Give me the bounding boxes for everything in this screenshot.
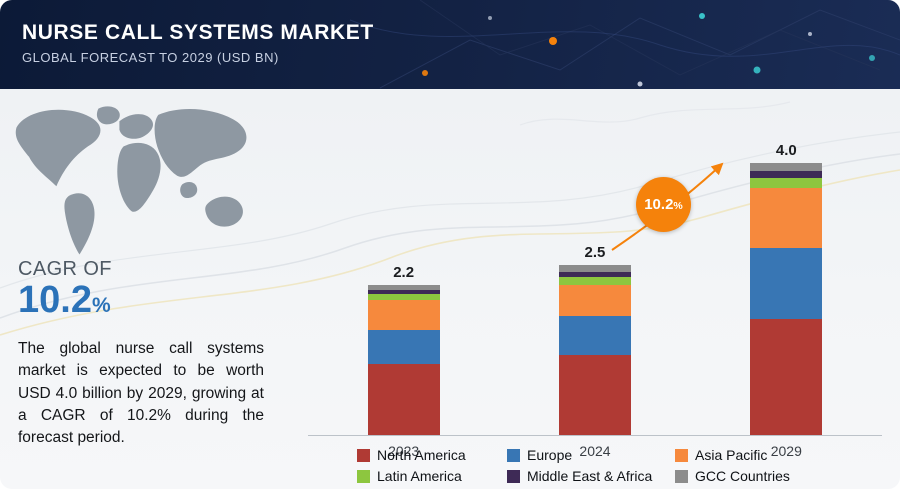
- legend-swatch-gcc-countries: [675, 469, 688, 483]
- legend-label-gcc-countries: GCC Countries: [695, 468, 790, 484]
- bar-segment-middle-east-africa: [558, 271, 631, 278]
- legend-item-gcc-countries: GCC Countries: [675, 468, 833, 484]
- bar-segment-europe: [558, 316, 631, 356]
- cagr-label: CAGR OF: [18, 258, 112, 280]
- legend-label-asia-pacific: Asia Pacific: [695, 447, 768, 463]
- page-title: NURSE CALL SYSTEMS MARKET: [22, 21, 374, 44]
- bar-total-label-2023: 2.2: [393, 264, 415, 282]
- page-subtitle: GLOBAL FORECAST TO 2029 (USD BN): [22, 50, 279, 66]
- legend-item-north-america: North America: [357, 447, 507, 463]
- bar-segment-latin-america: [558, 277, 631, 286]
- network-lines-decoration: [349, 0, 900, 89]
- bar-total-label-2029: 4.0: [775, 142, 797, 160]
- bar-column-2024: 2.5: [558, 244, 631, 435]
- bar-segment-asia-pacific: [367, 300, 440, 330]
- cagr-number: 10.2: [18, 279, 92, 321]
- badge-number: 10.2: [644, 196, 674, 213]
- legend-item-asia-pacific: Asia Pacific: [675, 447, 833, 463]
- bar-stack-2024: [558, 265, 631, 435]
- legend-swatch-latin-america: [357, 469, 370, 483]
- growth-rate-badge: 10.2%: [636, 177, 691, 232]
- bar-segment-north-america: [750, 319, 823, 435]
- legend-item-europe: Europe: [507, 447, 675, 463]
- legend-row-1: North America Europe Asia Pacific: [308, 447, 882, 463]
- bar-segment-latin-america: [750, 178, 823, 189]
- bar-segment-middle-east-africa: [750, 171, 823, 179]
- bar-stack-2029: [750, 163, 823, 435]
- x-axis-label-2024: 2024: [579, 443, 611, 459]
- cagr-value: 10.2%: [18, 279, 111, 322]
- legend-swatch-asia-pacific: [675, 448, 688, 462]
- bar-segment-north-america: [367, 363, 440, 435]
- legend-label-middle-east-africa: Middle East & Africa: [527, 468, 653, 484]
- bar-column-2023: 2.2: [367, 264, 440, 435]
- years-row: 2023 2024 2029: [308, 436, 882, 459]
- stacked-bar-chart: 2.2 2.5 4.0 2023 2024 2029: [308, 139, 882, 459]
- badge-percent-symbol: %: [673, 199, 683, 212]
- bar-segment-middle-east-africa: [367, 289, 440, 294]
- bar-segment-gcc-countries: [558, 265, 631, 272]
- bar-stack-2023: [367, 285, 440, 435]
- bar-column-2029: 4.0: [750, 142, 823, 435]
- legend-swatch-north-america: [357, 448, 370, 462]
- legend-swatch-middle-east-africa: [507, 469, 520, 483]
- header-banner: NURSE CALL SYSTEMS MARKET GLOBAL FORECAS…: [0, 0, 900, 89]
- bars-row: 2.2 2.5 4.0: [308, 139, 882, 436]
- legend-row-2: Latin America Middle East & Africa GCC Cou…: [308, 468, 882, 484]
- x-axis-label-2023: 2023: [388, 443, 420, 459]
- cagr-percent-symbol: %: [91, 294, 111, 317]
- legend-label-latin-america: Latin America: [377, 468, 462, 484]
- bar-segment-asia-pacific: [750, 188, 823, 249]
- bar-segment-gcc-countries: [367, 285, 440, 290]
- legend-label-north-america: North America: [377, 447, 466, 463]
- bar-segment-north-america: [558, 355, 631, 435]
- legend-item-latin-america: Latin America: [357, 468, 507, 484]
- legend-swatch-europe: [507, 448, 520, 462]
- bar-segment-gcc-countries: [750, 163, 823, 172]
- bar-segment-latin-america: [367, 293, 440, 301]
- bar-segment-asia-pacific: [558, 285, 631, 317]
- bar-total-label-2024: 2.5: [584, 244, 606, 262]
- bar-segment-europe: [367, 329, 440, 364]
- bar-segment-europe: [750, 248, 823, 320]
- legend-label-europe: Europe: [527, 447, 573, 463]
- world-map-icon: [15, 106, 247, 255]
- legend-item-middle-east-africa: Middle East & Africa: [507, 468, 675, 484]
- chart-legend: North America Europe Asia Pacific Latin Ame…: [308, 447, 882, 484]
- cagr-description: The global nurse call systems market is …: [18, 340, 264, 447]
- x-axis-label-2029: 2029: [770, 443, 802, 459]
